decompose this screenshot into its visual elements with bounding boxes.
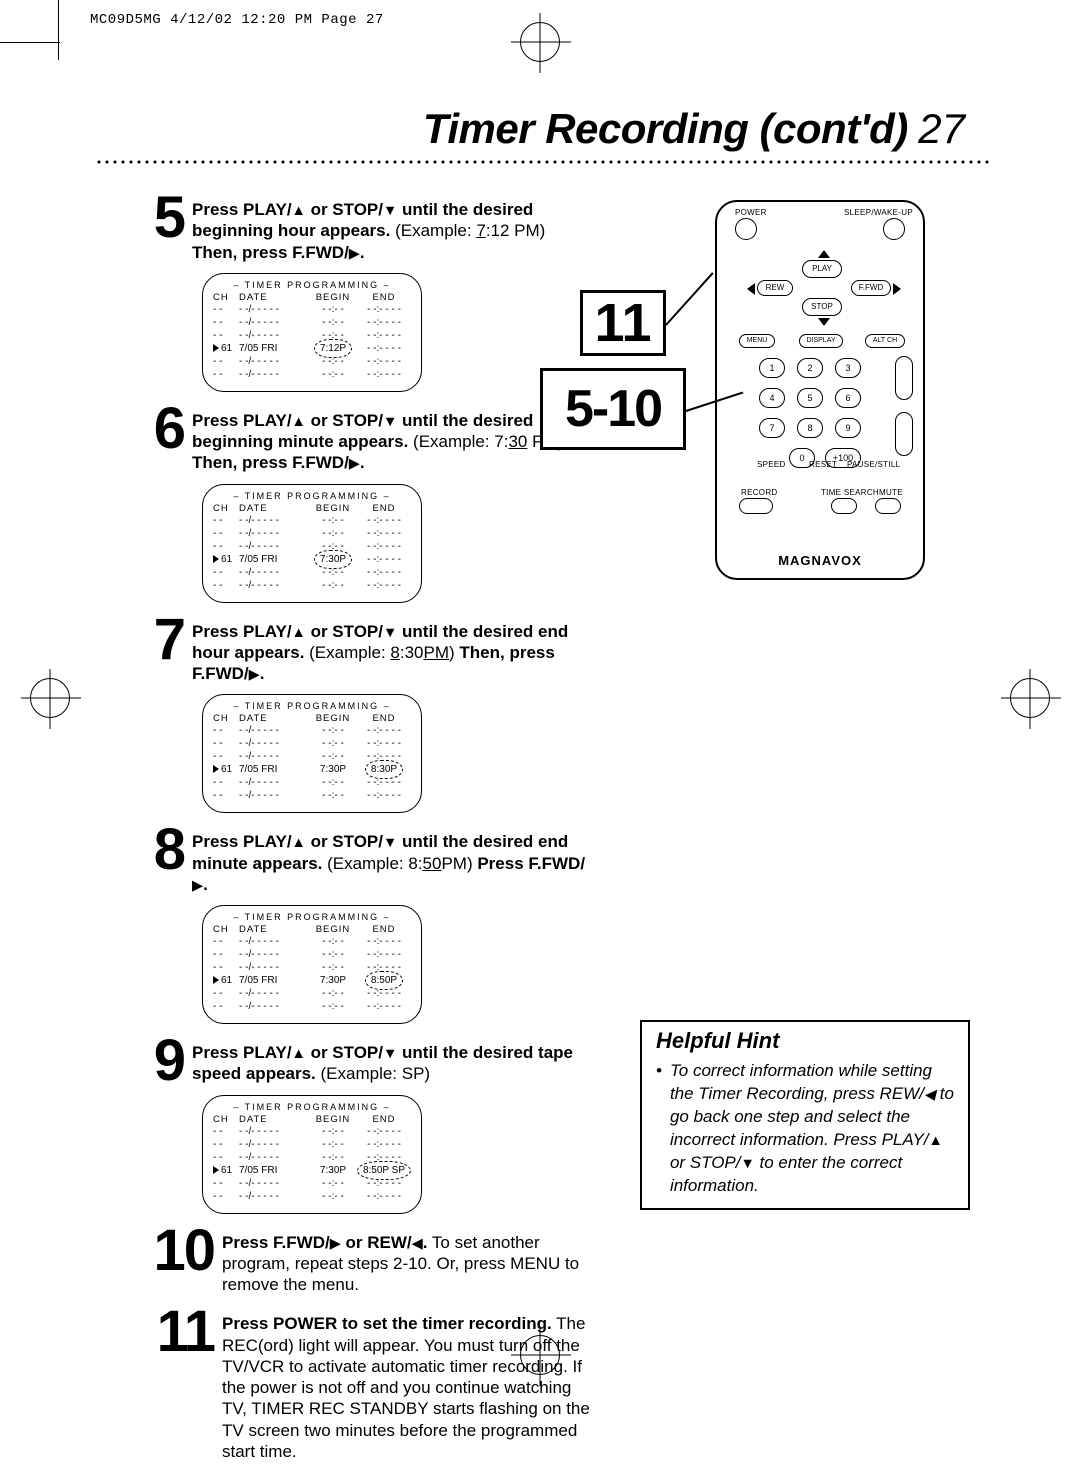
page-title: Timer Recording (cont'd) 27 [423,105,965,153]
right-arrow-icon [893,283,901,295]
step-number: 7 [130,617,184,663]
sleep-button [883,218,905,240]
remote-illustration: POWER SLEEP/WAKE-UP PLAY REW F.FWD STOP … [655,200,925,580]
digit-d1: 1 [759,358,785,378]
digit-d7: 7 [759,418,785,438]
label-record: RECORD [741,488,777,497]
label-mute: MUTE [879,488,903,497]
step-11: 11Press POWER to set the timer recording… [130,1309,590,1462]
print-slug: MC09D5MG 4/12/02 12:20 PM Page 27 [90,12,384,28]
step-number: 5 [130,195,184,241]
step-text: Press POWER to set the timer recording. … [222,1309,590,1462]
step-6: 6Press PLAY/▲ or STOP/▼ until the desire… [130,406,590,603]
play-button: PLAY [802,260,842,278]
step-text: Press F.FWD/▶ or REW/◀. To set another p… [222,1228,590,1296]
digit-d5: 5 [797,388,823,408]
label-speed: SPEED [757,460,786,469]
power-button [735,218,757,240]
digit-d6: 6 [835,388,861,408]
manual-page: MC09D5MG 4/12/02 12:20 PM Page 27 Timer … [0,0,1080,1397]
step-text: Press PLAY/▲ or STOP/▼ until the desired… [192,1038,590,1085]
digit-d4: 4 [759,388,785,408]
digit-d8: 8 [797,418,823,438]
label-timesearch: TIME SEARCH [821,488,879,497]
register-mark [520,22,560,62]
step-number: 11 [130,1309,214,1355]
menu-button: MENU [739,334,775,348]
title-page-number: 27 [918,105,965,152]
label-reset: RESET [809,460,837,469]
helpful-hint-box: Helpful Hint To correct information whil… [640,1020,970,1210]
digit-d2: 2 [797,358,823,378]
step-text: Press PLAY/▲ or STOP/▼ until the desired… [192,827,590,895]
label-sleep: SLEEP/WAKE-UP [844,208,913,217]
crop-mark [0,42,60,43]
display-button: DISPLAY [799,334,843,348]
timer-programming-box: – TIMER PROGRAMMING –CHDATEBEGINEND- -- … [202,905,422,1024]
register-mark [1010,678,1050,718]
step-text: Press PLAY/▲ or STOP/▼ until the desired… [192,195,590,263]
step-9: 9Press PLAY/▲ or STOP/▼ until the desire… [130,1038,590,1214]
digit-d9: 9 [835,418,861,438]
step-10: 10Press F.FWD/▶ or REW/◀. To set another… [130,1228,590,1296]
label-pause: PAUSE/STILL [847,460,900,469]
step-number: 8 [130,827,184,873]
digit-d3: 3 [835,358,861,378]
title-text: Timer Recording (cont'd) [423,105,908,152]
stop-button: STOP [802,298,842,316]
timer-programming-box: – TIMER PROGRAMMING –CHDATEBEGINEND- -- … [202,484,422,603]
ffwd-button: F.FWD [851,280,891,296]
step-number: 6 [130,406,184,452]
timer-programming-box: – TIMER PROGRAMMING –CHDATEBEGINEND- -- … [202,1095,422,1214]
vol-rocker [895,412,913,456]
steps-column: 5Press PLAY/▲ or STOP/▼ until the desire… [130,195,590,1476]
timesearch-button [831,498,857,514]
ch-rocker [895,356,913,400]
callout-11: 11 [580,290,666,356]
up-arrow-icon [818,250,830,258]
altch-button: ALT CH [865,334,905,348]
callout-5-10: 5-10 [540,368,686,450]
rew-button: REW [757,280,793,296]
record-button [739,498,773,514]
label-power: POWER [735,208,767,217]
down-arrow-icon [818,318,830,326]
step-text: Press PLAY/▲ or STOP/▼ until the desired… [192,406,590,474]
divider [95,160,990,164]
crop-mark [58,0,59,60]
step-7: 7Press PLAY/▲ or STOP/▼ until the desire… [130,617,590,814]
step-number: 10 [130,1228,214,1274]
mute-button [875,498,901,514]
timer-programming-box: – TIMER PROGRAMMING –CHDATEBEGINEND- -- … [202,694,422,813]
step-text: Press PLAY/▲ or STOP/▼ until the desired… [192,617,590,685]
register-mark [30,678,70,718]
hint-body: To correct information while setting the… [656,1060,954,1198]
left-arrow-icon [747,283,755,295]
step-8: 8Press PLAY/▲ or STOP/▼ until the desire… [130,827,590,1024]
step-number: 9 [130,1038,184,1084]
remote-body: POWER SLEEP/WAKE-UP PLAY REW F.FWD STOP … [715,200,925,580]
timer-programming-box: – TIMER PROGRAMMING –CHDATEBEGINEND- -- … [202,273,422,392]
hint-title: Helpful Hint [656,1028,954,1054]
step-5: 5Press PLAY/▲ or STOP/▼ until the desire… [130,195,590,392]
brand-label: MAGNAVOX [717,553,923,568]
